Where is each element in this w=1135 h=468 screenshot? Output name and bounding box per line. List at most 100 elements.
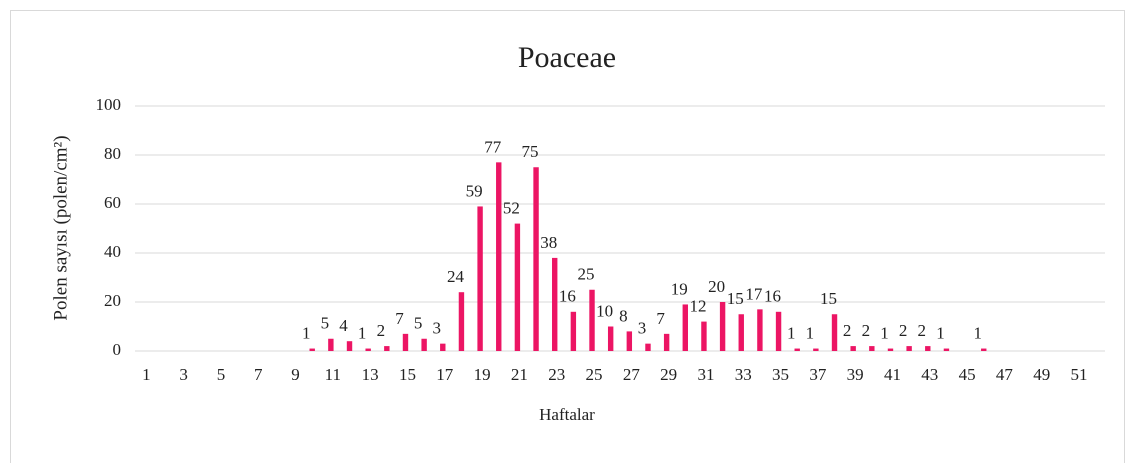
x-tick-label: 31 xyxy=(697,365,714,384)
data-label: 2 xyxy=(843,321,852,340)
data-label: 38 xyxy=(540,233,557,252)
data-label: 16 xyxy=(764,287,781,306)
data-label: 52 xyxy=(503,199,520,218)
x-tick-label: 11 xyxy=(325,365,341,384)
x-tick-label: 3 xyxy=(179,365,188,384)
bar xyxy=(570,311,577,351)
x-tick-label: 19 xyxy=(474,365,491,384)
x-tick-label: 49 xyxy=(1033,365,1050,384)
data-label: 17 xyxy=(745,284,763,303)
bar xyxy=(925,346,931,351)
bar xyxy=(906,346,912,351)
bar xyxy=(589,289,595,351)
data-label: 25 xyxy=(578,265,595,284)
data-label: 1 xyxy=(974,323,983,342)
data-label: 5 xyxy=(414,314,423,333)
bar xyxy=(757,309,763,351)
x-tick-label: 9 xyxy=(291,365,300,384)
x-tick-label: 25 xyxy=(586,365,603,384)
bar xyxy=(831,314,838,351)
bar xyxy=(663,333,670,351)
x-tick-label: 51 xyxy=(1071,365,1088,384)
bar xyxy=(328,338,334,351)
x-tick-label: 23 xyxy=(548,365,565,384)
data-label: 20 xyxy=(708,277,725,296)
data-label: 24 xyxy=(447,267,465,286)
x-tick-label: 39 xyxy=(847,365,864,384)
data-label: 1 xyxy=(806,323,815,342)
data-label: 19 xyxy=(671,279,688,298)
data-label: 4 xyxy=(339,316,348,335)
bar xyxy=(738,314,744,351)
bar xyxy=(458,292,465,351)
bar xyxy=(552,257,558,351)
data-label: 12 xyxy=(689,297,706,316)
data-label: 2 xyxy=(862,321,871,340)
x-tick-label: 45 xyxy=(959,365,976,384)
y-tick-label: 0 xyxy=(113,340,122,359)
bar xyxy=(346,341,353,351)
x-tick-label: 27 xyxy=(623,365,641,384)
data-label: 1 xyxy=(936,323,945,342)
x-tick-label: 13 xyxy=(362,365,379,384)
data-label: 75 xyxy=(522,142,539,161)
data-label: 10 xyxy=(596,301,613,320)
x-tick-label: 47 xyxy=(996,365,1014,384)
data-label: 77 xyxy=(484,137,502,156)
bar xyxy=(421,338,427,351)
data-label: 15 xyxy=(820,289,837,308)
data-label: 15 xyxy=(727,289,744,308)
chart-title: Poaceae xyxy=(518,41,616,74)
bar xyxy=(626,331,633,351)
bar xyxy=(533,167,539,351)
bar xyxy=(701,321,707,351)
data-label: 1 xyxy=(302,323,311,342)
x-tick-label: 7 xyxy=(254,365,263,384)
data-label: 7 xyxy=(656,309,665,328)
bar xyxy=(869,346,875,351)
data-label: 3 xyxy=(638,319,647,338)
y-tick-label: 20 xyxy=(104,291,121,310)
data-label: 59 xyxy=(466,181,483,200)
data-label: 3 xyxy=(433,319,442,338)
bar xyxy=(402,333,409,351)
bar xyxy=(813,348,819,351)
y-tick-label: 100 xyxy=(96,95,122,114)
y-axis-label: Polen sayısı (polen/cm²) xyxy=(50,135,71,320)
y-tick-label: 60 xyxy=(104,193,121,212)
x-tick-label: 1 xyxy=(142,365,151,384)
bar xyxy=(887,348,894,351)
x-tick-label: 21 xyxy=(511,365,528,384)
data-label: 2 xyxy=(899,321,908,340)
x-tick-label: 15 xyxy=(399,365,416,384)
bar xyxy=(496,162,502,351)
bar xyxy=(682,304,688,351)
data-label: 1 xyxy=(358,323,367,342)
x-tick-label: 29 xyxy=(660,365,677,384)
x-tick-label: 5 xyxy=(217,365,226,384)
data-label: 2 xyxy=(918,321,927,340)
y-tick-label: 80 xyxy=(104,144,121,163)
bar xyxy=(477,206,483,351)
x-tick-label: 35 xyxy=(772,365,789,384)
bar xyxy=(607,326,614,351)
data-label: 5 xyxy=(321,314,330,333)
bar xyxy=(943,348,950,351)
y-tick-label: 40 xyxy=(104,242,121,261)
data-label: 16 xyxy=(559,287,576,306)
bar xyxy=(309,348,315,351)
bar xyxy=(719,302,726,351)
bar xyxy=(365,348,371,351)
bar xyxy=(514,223,521,351)
x-tick-label: 17 xyxy=(436,365,454,384)
bar xyxy=(794,348,800,351)
bar xyxy=(645,343,651,351)
data-label: 8 xyxy=(619,306,628,325)
data-label: 1 xyxy=(880,323,889,342)
bar xyxy=(981,348,987,351)
x-tick-label: 37 xyxy=(809,365,827,384)
x-axis-label: Haftalar xyxy=(539,405,595,424)
bar xyxy=(384,346,390,351)
x-tick-label: 41 xyxy=(884,365,901,384)
